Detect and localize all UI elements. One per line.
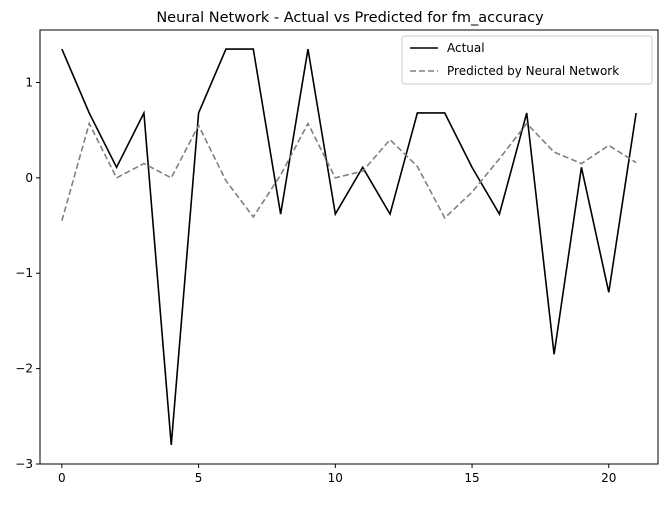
legend: Actual Predicted by Neural Network [401,35,653,85]
legend-box [401,35,653,85]
y-tick-label: 0 [25,171,33,185]
series-line-actual [61,48,637,445]
y-tick-label: −3 [15,457,33,471]
plot-frame [39,29,659,465]
x-axis: 0 5 10 15 20 [58,464,616,485]
y-tick-label: −2 [15,362,33,376]
y-axis: 1 0 −1 −2 −3 [15,75,40,471]
x-tick-label: 20 [601,471,616,485]
x-tick-label: 5 [195,471,203,485]
chart-title: Neural Network - Actual vs Predicted for… [156,10,544,26]
y-tick-label: 1 [25,75,33,89]
legend-label-actual: Actual [447,41,485,55]
x-tick-label: 10 [328,471,343,485]
x-tick-label: 15 [464,471,479,485]
series-line-predicted [61,121,637,221]
plot-lines [61,48,637,445]
legend-label-predicted: Predicted by Neural Network [447,64,619,78]
y-tick-label: −1 [15,266,33,280]
x-tick-label: 0 [58,471,66,485]
